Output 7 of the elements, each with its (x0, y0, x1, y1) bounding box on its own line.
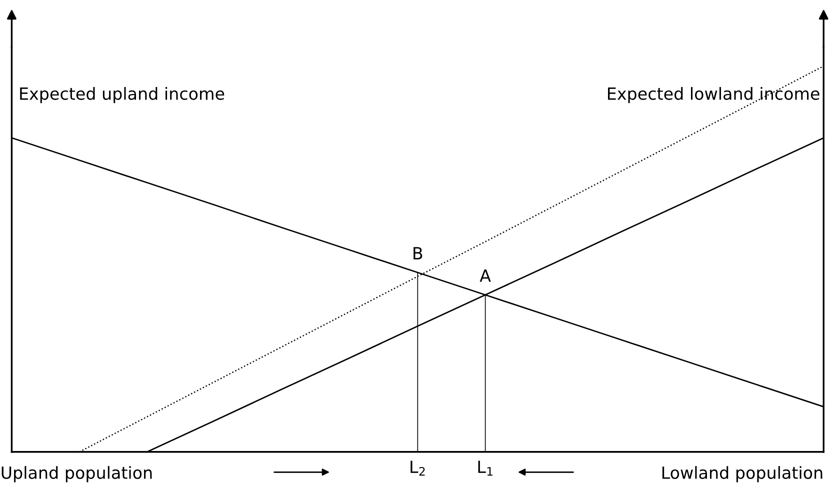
annotation: A (480, 270, 491, 282)
x-tick-label: L$_{2}$ (410, 460, 425, 476)
text: Lowland population (662, 466, 822, 482)
text: Expected upland income (20, 87, 224, 104)
text: Upland population (2, 466, 152, 482)
annotation: B (414, 247, 422, 260)
x-tick-label: L$_{1}$ (478, 460, 492, 476)
